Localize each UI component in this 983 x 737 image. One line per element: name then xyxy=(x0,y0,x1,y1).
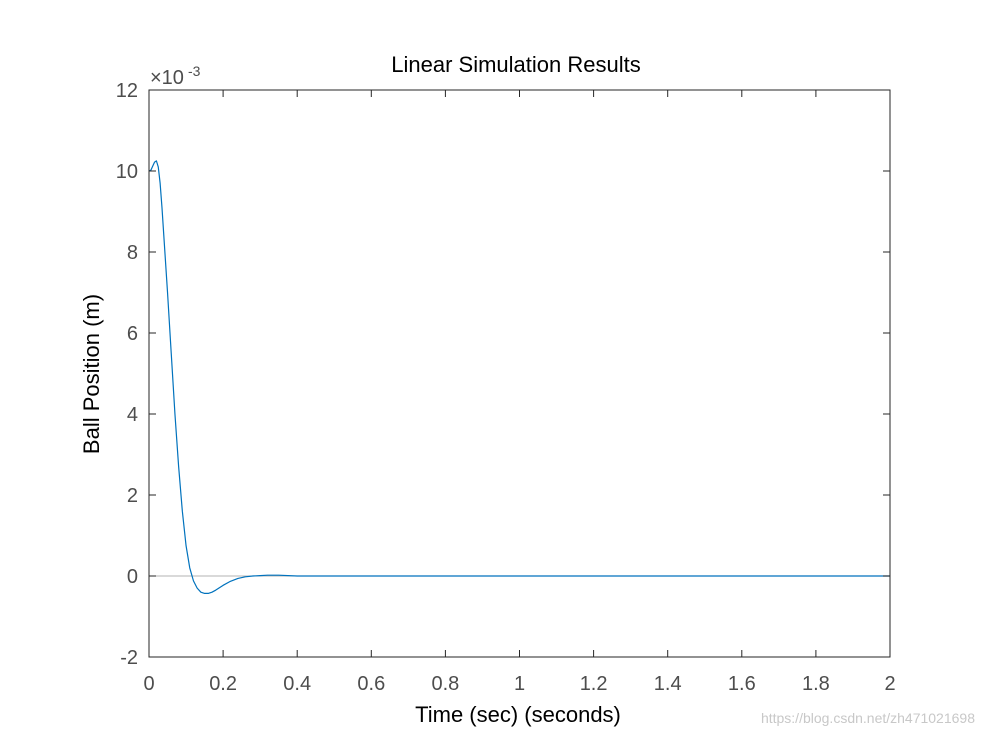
x-tick-label: 1.6 xyxy=(728,673,756,695)
y-tick-label: 0 xyxy=(127,566,138,588)
x-tick-label: 2 xyxy=(884,673,895,695)
plot-area-border xyxy=(148,89,891,658)
y-tick-label: 8 xyxy=(127,242,138,264)
x-tick-label: 0.6 xyxy=(357,673,385,695)
tick-marks xyxy=(148,89,891,658)
chart-title: Linear Simulation Results xyxy=(391,52,640,77)
x-tick-label: 0.2 xyxy=(209,673,237,695)
x-axis-label: Time (sec) (seconds) xyxy=(415,702,621,727)
y-exponent-label: ×10 -3 xyxy=(150,63,201,89)
series-layer xyxy=(148,160,890,595)
y-tick-label: 2 xyxy=(127,485,138,507)
x-tick-label: 0.8 xyxy=(431,673,459,695)
y-tick-label: 10 xyxy=(116,161,138,183)
y-exponent-power: -3 xyxy=(188,63,201,79)
series-line-1 xyxy=(148,160,890,595)
y-exponent-base: ×10 xyxy=(150,67,184,89)
y-tick-label: 6 xyxy=(127,323,138,345)
y-tick-labels: -2 0 2 4 6 8 10 12 xyxy=(116,80,138,669)
x-tick-label: 1.4 xyxy=(654,673,682,695)
x-tick-label: 1 xyxy=(514,673,525,695)
x-tick-label: 1.8 xyxy=(802,673,830,695)
y-tick-label: -2 xyxy=(120,647,138,669)
y-tick-label: 12 xyxy=(116,80,138,102)
x-tick-label: 0 xyxy=(143,673,154,695)
x-tick-label: 1.2 xyxy=(580,673,608,695)
x-tick-labels: 0 0.2 0.4 0.6 0.8 1 1.2 1.4 1.6 1.8 2 xyxy=(143,673,895,695)
y-axis-label: Ball Position (m) xyxy=(79,294,104,454)
watermark: https://blog.csdn.net/zh471021698 xyxy=(761,710,975,726)
x-tick-label: 0.4 xyxy=(283,673,311,695)
y-tick-label: 4 xyxy=(127,404,138,426)
